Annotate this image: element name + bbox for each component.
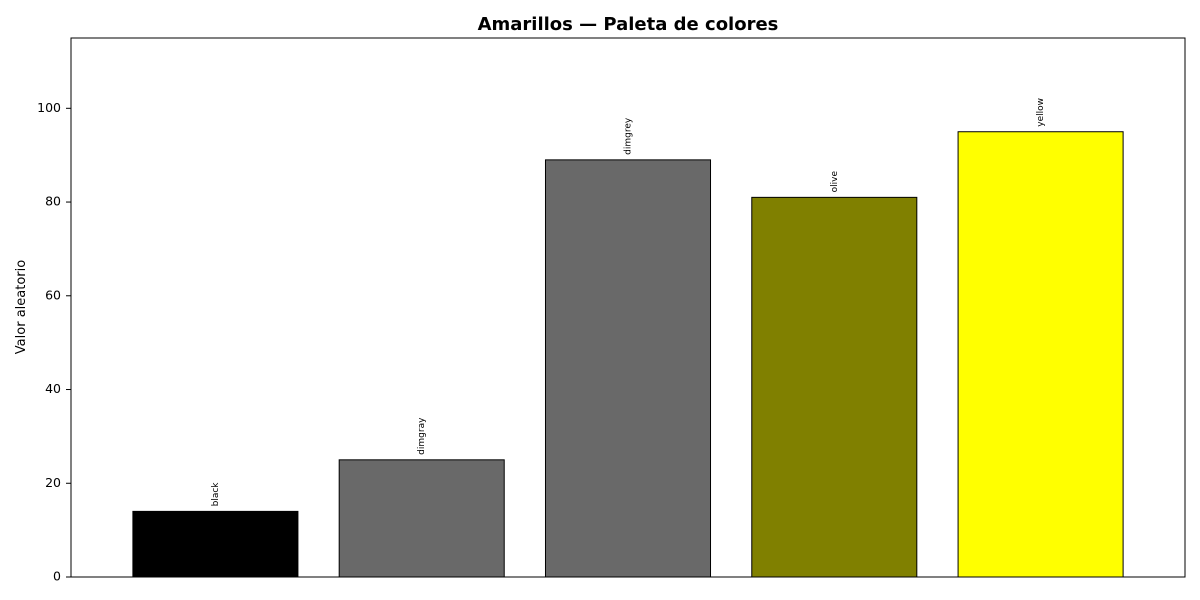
y-tick-label: 80 [45,194,61,209]
y-tick-label: 40 [45,381,61,396]
chart-title: Amarillos — Paleta de colores [478,14,779,35]
bar-label-dimgrey: dimgrey [624,117,634,155]
bar-label-dimgray: dimgray [417,417,427,455]
bar-label-olive: olive [830,171,840,193]
bar-label-black: black [211,482,221,507]
bar-olive [751,196,918,578]
bar-label-yellow: yellow [1036,98,1046,127]
plot-frame [70,37,1186,578]
bar-black [132,510,299,578]
y-axis: 0 20 40 60 80 100 [37,100,71,584]
bars-layer [132,131,1124,578]
bar-dimgray [338,459,505,578]
y-axis-label: Valor aleatorio [14,260,29,354]
bar-dimgrey [544,159,712,578]
y-tick-label: 60 [45,287,61,302]
bar-yellow [957,131,1124,578]
data-labels-layer: black dimgray dimgrey olive yellow [211,98,1046,506]
y-tick-label: 20 [45,475,61,490]
y-tick-label: 100 [37,100,61,115]
y-tick-label: 0 [53,569,61,584]
